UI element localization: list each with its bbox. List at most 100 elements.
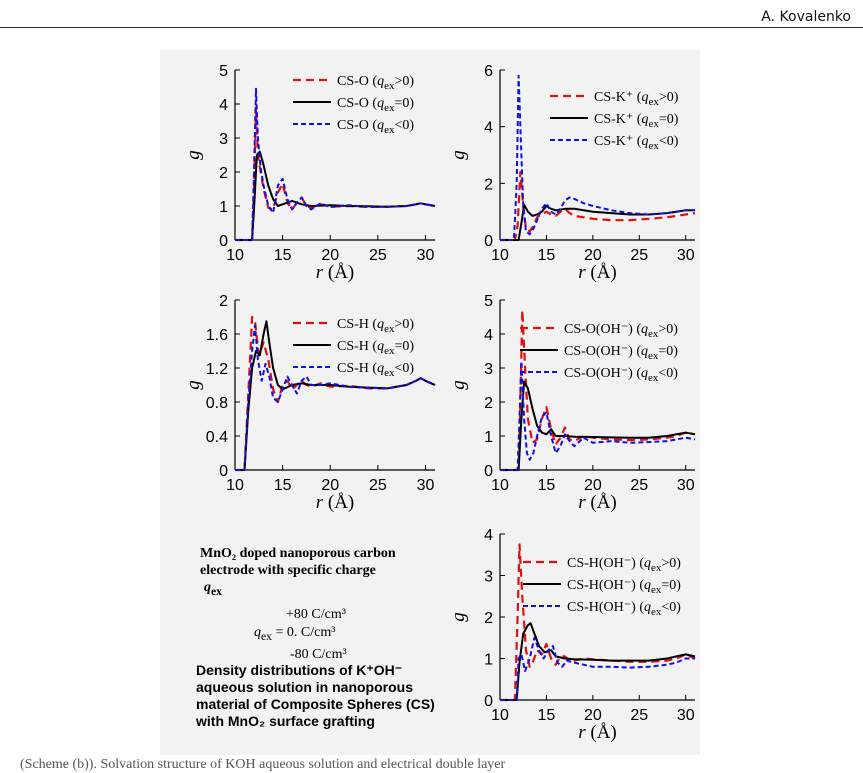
x-tick-label: 10: [491, 247, 509, 264]
legend-label-zero: CS-K⁺ (qex=0): [594, 112, 679, 130]
note-title-line1: MnO₂ doped nanoporous carbon: [200, 546, 396, 561]
legend-label-pos: CS-O(OH⁻) (qex>0): [564, 322, 678, 340]
series-line-neg: [235, 87, 436, 241]
y-axis-label: g: [183, 150, 204, 160]
x-tick-label: 20: [584, 707, 602, 724]
x-tick-label: 10: [226, 477, 244, 494]
legend-label-pos: CS-K⁺ (qex>0): [594, 90, 679, 108]
figure-panel: 0 1 2 3 4 5 10 15 20 25 30 r (Å) g CS-O (qex>0) CS-O (…: [160, 50, 700, 755]
y-tick-label: 2: [484, 176, 493, 193]
x-tick-label: 25: [630, 707, 648, 724]
x-tick-label: 30: [677, 477, 695, 494]
x-axis-label: r (Å): [578, 262, 617, 283]
desc-line1: Density distributions of K⁺OH⁻: [196, 662, 403, 678]
y-tick-label: 3: [484, 569, 493, 586]
y-tick-label: 2: [484, 395, 493, 412]
x-tick-label: 20: [584, 477, 602, 494]
legend-label-pos: CS-H (qex>0): [337, 317, 414, 335]
x-axis-label: r (Å): [578, 722, 617, 743]
note-q2-symbol: q: [254, 624, 261, 640]
y-tick-label: 0.8: [206, 395, 228, 412]
y-tick-label: 1: [219, 199, 228, 216]
note-q2-sub: ex: [261, 629, 273, 643]
y-tick-label: 1: [484, 429, 493, 446]
y-tick-label: 1.6: [206, 327, 228, 344]
x-tick-label: 15: [538, 477, 556, 494]
note-q-symbol: q: [204, 580, 211, 595]
x-tick-label: 30: [417, 247, 435, 264]
x-tick-label: 10: [226, 247, 244, 264]
x-tick-label: 10: [491, 477, 509, 494]
legend-label-pos: CS-O (qex>0): [337, 74, 414, 92]
y-tick-label: 0: [219, 233, 228, 250]
series-line-pos: [500, 170, 696, 242]
desc-line2: aqueous solution in nanoporous: [196, 679, 413, 695]
x-tick-label: 15: [274, 477, 292, 494]
x-tick-label: 25: [369, 247, 387, 264]
x-tick-label: 20: [321, 477, 339, 494]
y-tick-label: 4: [484, 120, 493, 137]
note-title-line2: electrode with specific charge qex: [200, 562, 400, 600]
x-tick-label: 15: [538, 247, 556, 264]
series-line-neg: [235, 324, 436, 471]
y-tick-label: 0: [219, 463, 228, 480]
note-q-sub: ex: [211, 584, 223, 598]
x-tick-label: 20: [584, 247, 602, 264]
legend-label-zero: CS-O (qex=0): [337, 96, 414, 114]
y-tick-label: 4: [219, 97, 228, 114]
chart-panel-5: 0 1 2 3 4 10 15 20 25 30 r (Å) g CS-H(OH⁻) (qex>0) CS…: [448, 527, 696, 743]
y-tick-label: 0: [484, 463, 493, 480]
x-axis-label: r (Å): [578, 492, 617, 513]
x-tick-label: 25: [630, 247, 648, 264]
x-tick-label: 15: [274, 247, 292, 264]
legend-label-neg: CS-H (qex<0): [337, 361, 414, 379]
y-tick-label: 0: [484, 233, 493, 250]
y-tick-label: 4: [484, 327, 493, 344]
y-tick-label: 2: [219, 165, 228, 182]
charge-note: MnO₂ doped nanoporous carbon electrode w…: [200, 545, 400, 664]
legend-label-zero: CS-H (qex=0): [337, 339, 414, 357]
legend-label-neg: CS-O(OH⁻) (qex<0): [564, 366, 678, 384]
desc-line4: with MnO₂ surface grafting: [196, 713, 375, 729]
author-name: A. Kovalenko: [761, 9, 851, 25]
x-axis-label: r (Å): [316, 262, 355, 283]
legend-label-pos: CS-H(OH⁻) (qex>0): [567, 556, 681, 574]
series-line-neg: [500, 636, 695, 701]
x-axis-label: r (Å): [316, 492, 355, 513]
y-tick-label: 2: [219, 293, 228, 310]
y-axis-label: g: [448, 612, 469, 622]
y-tick-label: 3: [484, 361, 493, 378]
note-eq: =: [275, 624, 284, 640]
y-tick-label: 0.4: [206, 429, 228, 446]
figure-description: Density distributions of K⁺OH⁻ aqueous s…: [196, 662, 436, 730]
x-tick-label: 25: [369, 477, 387, 494]
chart-panel-1: 0 1 2 3 4 5 10 15 20 25 30 r (Å) g CS-O (qex>0) CS-O (…: [183, 63, 436, 283]
legend-label-neg: CS-O (qex<0): [337, 118, 414, 136]
x-tick-label: 10: [491, 707, 509, 724]
header-rule: [0, 27, 863, 28]
y-tick-label: 5: [219, 63, 228, 80]
note-val-zero: 0. C/cm³: [286, 624, 336, 640]
note-val-neg: -80 C/cm³: [290, 646, 347, 662]
desc-line3: material of Composite Spheres (CS): [196, 696, 435, 712]
page-header: A. Kovalenko: [0, 0, 863, 28]
y-tick-label: 5: [484, 293, 493, 310]
note-title-text: electrode with specific charge: [200, 563, 376, 578]
y-tick-label: 1: [484, 652, 493, 669]
note-val-row: qex = 0. C/cm³: [254, 624, 400, 646]
note-val-pos: +80 C/cm³: [286, 606, 346, 622]
legend-label-neg: CS-H(OH⁻) (qex<0): [567, 600, 681, 618]
legend-label-zero: CS-H(OH⁻) (qex=0): [567, 578, 681, 596]
y-axis-label: g: [448, 150, 469, 160]
series-line-pos: [500, 309, 696, 472]
series-line-zero: [500, 380, 696, 471]
x-tick-label: 30: [417, 477, 435, 494]
chart-panel-4: 0 1 2 3 4 5 10 15 20 25 30 r (Å) g CS-O(OH⁻) (qex>0) C…: [448, 293, 696, 513]
chart-panel-3: 0 0.4 0.8 1.2 1.6 2 10 15 20 25 30 r (Å) g CS-H (qex>…: [183, 293, 436, 513]
y-axis-label: g: [183, 380, 204, 390]
chart-panel-2: 0 2 4 6 10 15 20 25 30 r (Å) g CS-K⁺ (qex>0) CS-K⁺ (…: [448, 63, 696, 283]
y-tick-label: 4: [484, 527, 493, 544]
x-tick-label: 15: [538, 707, 556, 724]
x-tick-label: 30: [677, 707, 695, 724]
